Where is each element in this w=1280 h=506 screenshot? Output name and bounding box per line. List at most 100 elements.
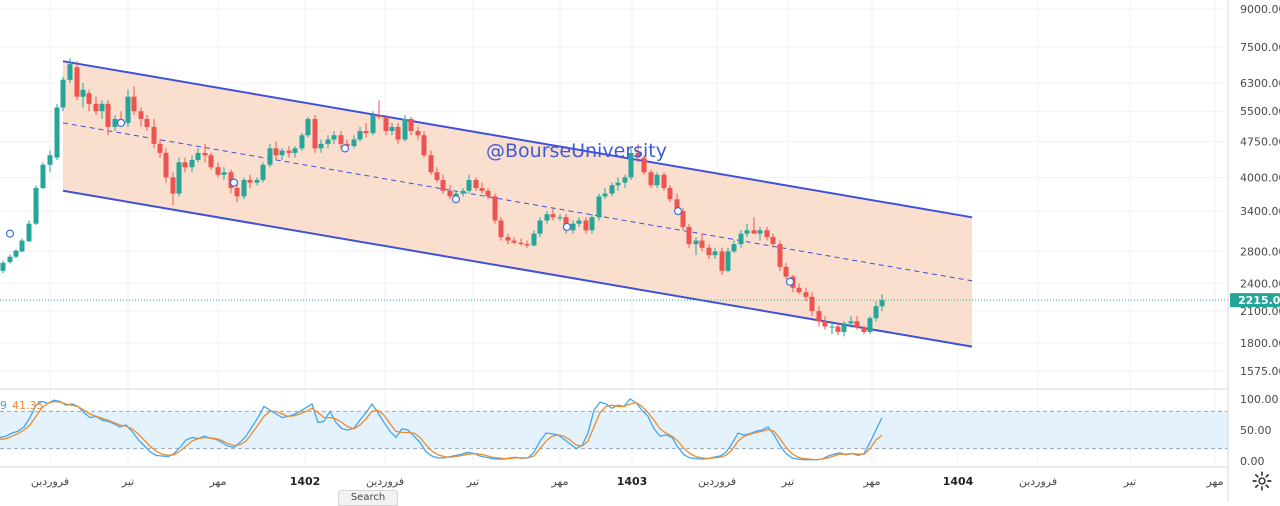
price-tick-1: 7500.00: [1240, 41, 1280, 54]
candle-5: [33, 185, 39, 225]
candle-68: [440, 174, 446, 194]
candle-body: [576, 220, 582, 224]
candle-28: [182, 157, 188, 173]
candle-107: [693, 237, 699, 256]
candle-body: [674, 199, 680, 212]
candle-body: [738, 233, 744, 245]
time-axis[interactable]: فروردین تیر مهر 1402 فروردین تیر مهر 1403 فروردی…: [31, 475, 1224, 488]
candle-body: [254, 179, 260, 183]
candle-1: [7, 254, 13, 264]
candle-31: [202, 143, 208, 163]
candle-8: [54, 103, 60, 160]
candle-121: [783, 262, 789, 280]
candle-body: [453, 193, 459, 197]
current-price-value: 2215.00: [1238, 294, 1280, 307]
time-tick-8: فروردین: [698, 475, 736, 488]
candle-body: [829, 326, 835, 328]
candle-81: [524, 240, 530, 248]
candle-56: [363, 122, 369, 138]
search-tab[interactable]: Search: [338, 490, 398, 506]
channel-middle-line[interactable]: [62, 122, 973, 282]
candle-body: [318, 143, 324, 149]
candle-body: [33, 188, 39, 224]
price-tick-6: 3400.00: [1240, 205, 1280, 218]
candle-body: [208, 155, 214, 168]
candle-body: [13, 250, 19, 257]
candle-106: [686, 223, 692, 248]
channel-fill: [63, 61, 972, 347]
current-price-tag: 2215.00: [1230, 293, 1280, 308]
candle-82: [531, 230, 537, 247]
candle-133: [861, 325, 867, 335]
candle-125: [809, 292, 815, 317]
candle-88: [570, 220, 576, 234]
price-tick-2: 6300.00: [1240, 77, 1280, 90]
candle-23: [151, 118, 157, 149]
candle-body: [7, 256, 13, 263]
oscillator-axis[interactable]: 100.00 50.00 0.00: [1240, 393, 1279, 468]
candle-body: [731, 244, 737, 252]
candle-47: [305, 116, 311, 138]
candle-body: [195, 152, 201, 160]
candle-86: [557, 214, 563, 221]
candle-75: [485, 188, 491, 200]
event-markers[interactable]: [5, 118, 795, 286]
candle-55: [357, 126, 363, 142]
candle-38: [247, 174, 253, 189]
candle-body: [189, 159, 195, 168]
candle-24: [157, 139, 163, 158]
candle-body: [351, 139, 357, 147]
candle-body: [80, 89, 86, 97]
candle-body: [74, 67, 80, 97]
gear-icon[interactable]: [1251, 470, 1273, 492]
candle-body: [40, 164, 46, 189]
candle-body: [693, 240, 699, 245]
candle-13: [86, 89, 92, 112]
candle-body: [867, 318, 873, 332]
candle-body: [60, 79, 66, 108]
candle-body: [286, 150, 292, 153]
candle-body: [67, 64, 73, 80]
candle-89: [576, 217, 582, 227]
price-tick-5: 4000.00: [1240, 171, 1280, 184]
candle-14: [93, 96, 99, 116]
candle-body: [86, 93, 92, 104]
candle-body: [654, 174, 660, 186]
candle-100: [648, 169, 654, 189]
candle-39: [254, 177, 260, 186]
candle-body: [241, 179, 247, 197]
candle-77: [498, 217, 504, 241]
candle-body: [686, 226, 692, 245]
candle-64: [415, 126, 421, 140]
candle-135: [873, 301, 879, 322]
candle-body: [305, 118, 311, 136]
candle-body: [267, 148, 273, 165]
candle-body: [415, 131, 421, 136]
candle-body: [596, 196, 602, 218]
event-marker-3: [340, 144, 350, 153]
candle-body: [138, 111, 144, 119]
candle-20: [131, 86, 137, 116]
candle-body: [421, 135, 427, 156]
watermark-text: @BourseUniversity: [486, 140, 667, 162]
candle-body: [408, 118, 414, 132]
time-tick-4: فروردین: [366, 475, 404, 488]
candle-body: [163, 152, 169, 178]
candle-body: [170, 177, 176, 194]
time-tick-7: 1403: [617, 475, 648, 488]
candle-body: [667, 188, 673, 200]
candle-132: [854, 316, 860, 330]
channel-upper-line[interactable]: [62, 60, 973, 219]
candle-72: [466, 174, 472, 194]
candle-34: [221, 167, 227, 180]
candle-131: [848, 316, 854, 328]
price-axis[interactable]: 9000.00 7500.00 6300.00 5500.00 4750.00 4000.…: [1240, 3, 1280, 378]
candle-6: [40, 162, 46, 190]
candle-57: [370, 111, 376, 136]
candle-body: [363, 131, 369, 134]
candle-body: [764, 230, 770, 238]
candle-80: [518, 238, 524, 246]
candle-body: [402, 118, 408, 140]
candle-10: [67, 58, 73, 84]
